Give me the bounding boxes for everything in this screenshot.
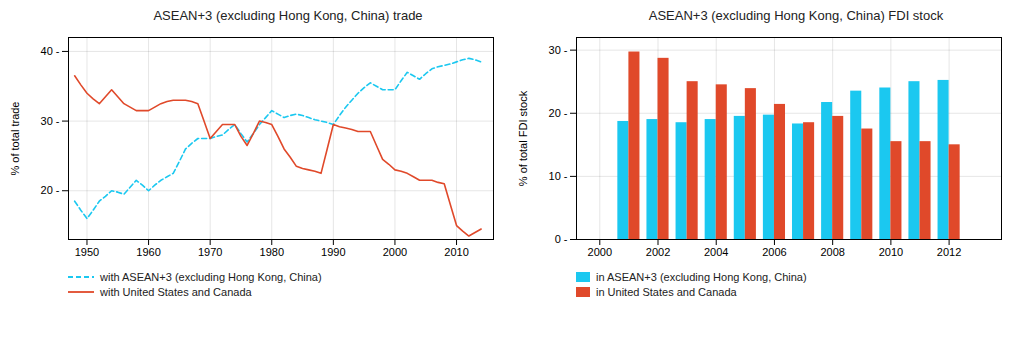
svg-text:30 -: 30 - [41,115,60,127]
svg-text:2012: 2012 [937,246,961,258]
svg-text:2000: 2000 [588,246,612,258]
html-text:with ASEAN+3 (excluding Hong K: with ASEAN+3 (excluding Hong Kong, China… [100,271,322,283]
html-text:with United States and Canada: with United States and Canada [100,286,252,298]
html-text:in United States and Canada: in United States and Canada [596,286,737,298]
svg-text:1990: 1990 [321,246,345,258]
svg-text:1980: 1980 [260,246,284,258]
html-text:in ASEAN+3 (excluding Hong Kon: in ASEAN+3 (excluding Hong Kong, China) [596,271,807,283]
svg-text:% of total FDI stock: % of total FDI stock [517,90,529,186]
svg-text:1950: 1950 [75,246,99,258]
svg-text:10 -: 10 - [549,170,568,182]
svg-text:20 -: 20 - [549,107,568,119]
svg-text:2002: 2002 [646,246,670,258]
html-text:ASEAN+3 (excluding Hong Kong,: ASEAN+3 (excluding Hong Kong, China) tra… [153,8,423,23]
svg-text:1970: 1970 [198,246,222,258]
svg-text:2010: 2010 [444,246,468,258]
svg-text:2004: 2004 [704,246,728,258]
svg-text:2008: 2008 [820,246,844,258]
svg-text:0 -: 0 - [555,233,568,245]
svg-text:1960: 1960 [136,246,160,258]
svg-text:30 -: 30 - [549,44,568,56]
svg-text:2010: 2010 [879,246,903,258]
svg-text:% of total trade: % of total trade [9,102,21,176]
svg-text:2000: 2000 [383,246,407,258]
svg-text:2006: 2006 [762,246,786,258]
svg-text:40 -: 40 - [41,45,60,57]
svg-text:20 -: 20 - [41,184,60,196]
html-text:ASEAN+3 (excluding Hong Kong,: ASEAN+3 (excluding Hong Kong, China) FDI… [648,8,944,23]
